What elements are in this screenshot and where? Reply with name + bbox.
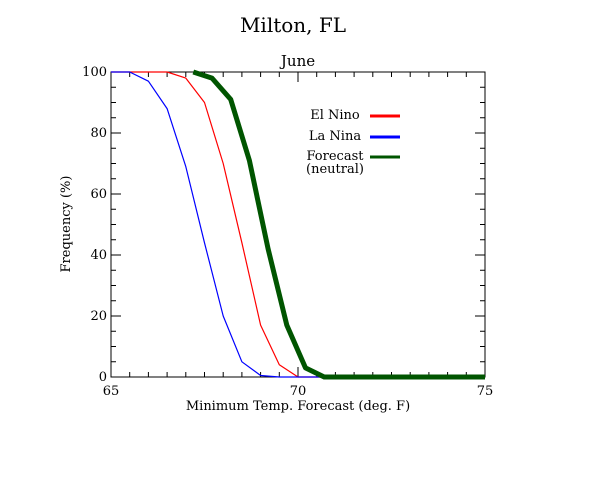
x-axis-label: Minimum Temp. Forecast (deg. F)	[186, 399, 410, 414]
x-tick-label: 70	[290, 384, 307, 399]
legend-la-nina-label: La Nina	[309, 129, 361, 144]
axis-ticks: 65 70 75 0 20 40 60 80 100	[82, 65, 493, 399]
chart-subtitle: June	[279, 52, 315, 70]
forecast-line	[192, 69, 485, 380]
y-tick-label: 80	[90, 126, 107, 141]
legend-forecast-label: Forecast (neutral)	[306, 149, 364, 177]
y-tick-label: 40	[90, 248, 107, 263]
y-tick-label: 60	[90, 187, 107, 202]
la-nina-line	[111, 71, 485, 378]
legend: El Nino La Nina Forecast (neutral)	[306, 108, 400, 177]
plot-frame	[110, 71, 486, 378]
x-tick-label: 75	[477, 384, 494, 399]
y-tick-label: 20	[90, 309, 107, 324]
x-tick-label: 65	[103, 384, 120, 399]
y-axis-label: Frequency (%)	[59, 176, 74, 273]
y-tick-label: 100	[82, 65, 107, 80]
series-lines	[111, 69, 485, 380]
chart-title: Milton, FL	[240, 13, 346, 37]
legend-el-nino-label: El Nino	[310, 108, 360, 123]
el-nino-line	[111, 71, 485, 378]
y-tick-label: 0	[99, 370, 107, 385]
